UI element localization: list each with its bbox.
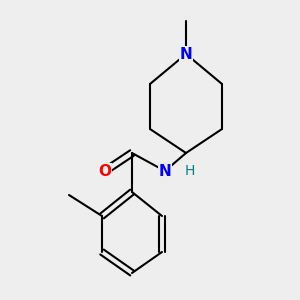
Text: H: H	[184, 164, 195, 178]
Text: O: O	[98, 164, 112, 178]
Text: N: N	[159, 164, 171, 178]
Text: N: N	[180, 46, 192, 62]
